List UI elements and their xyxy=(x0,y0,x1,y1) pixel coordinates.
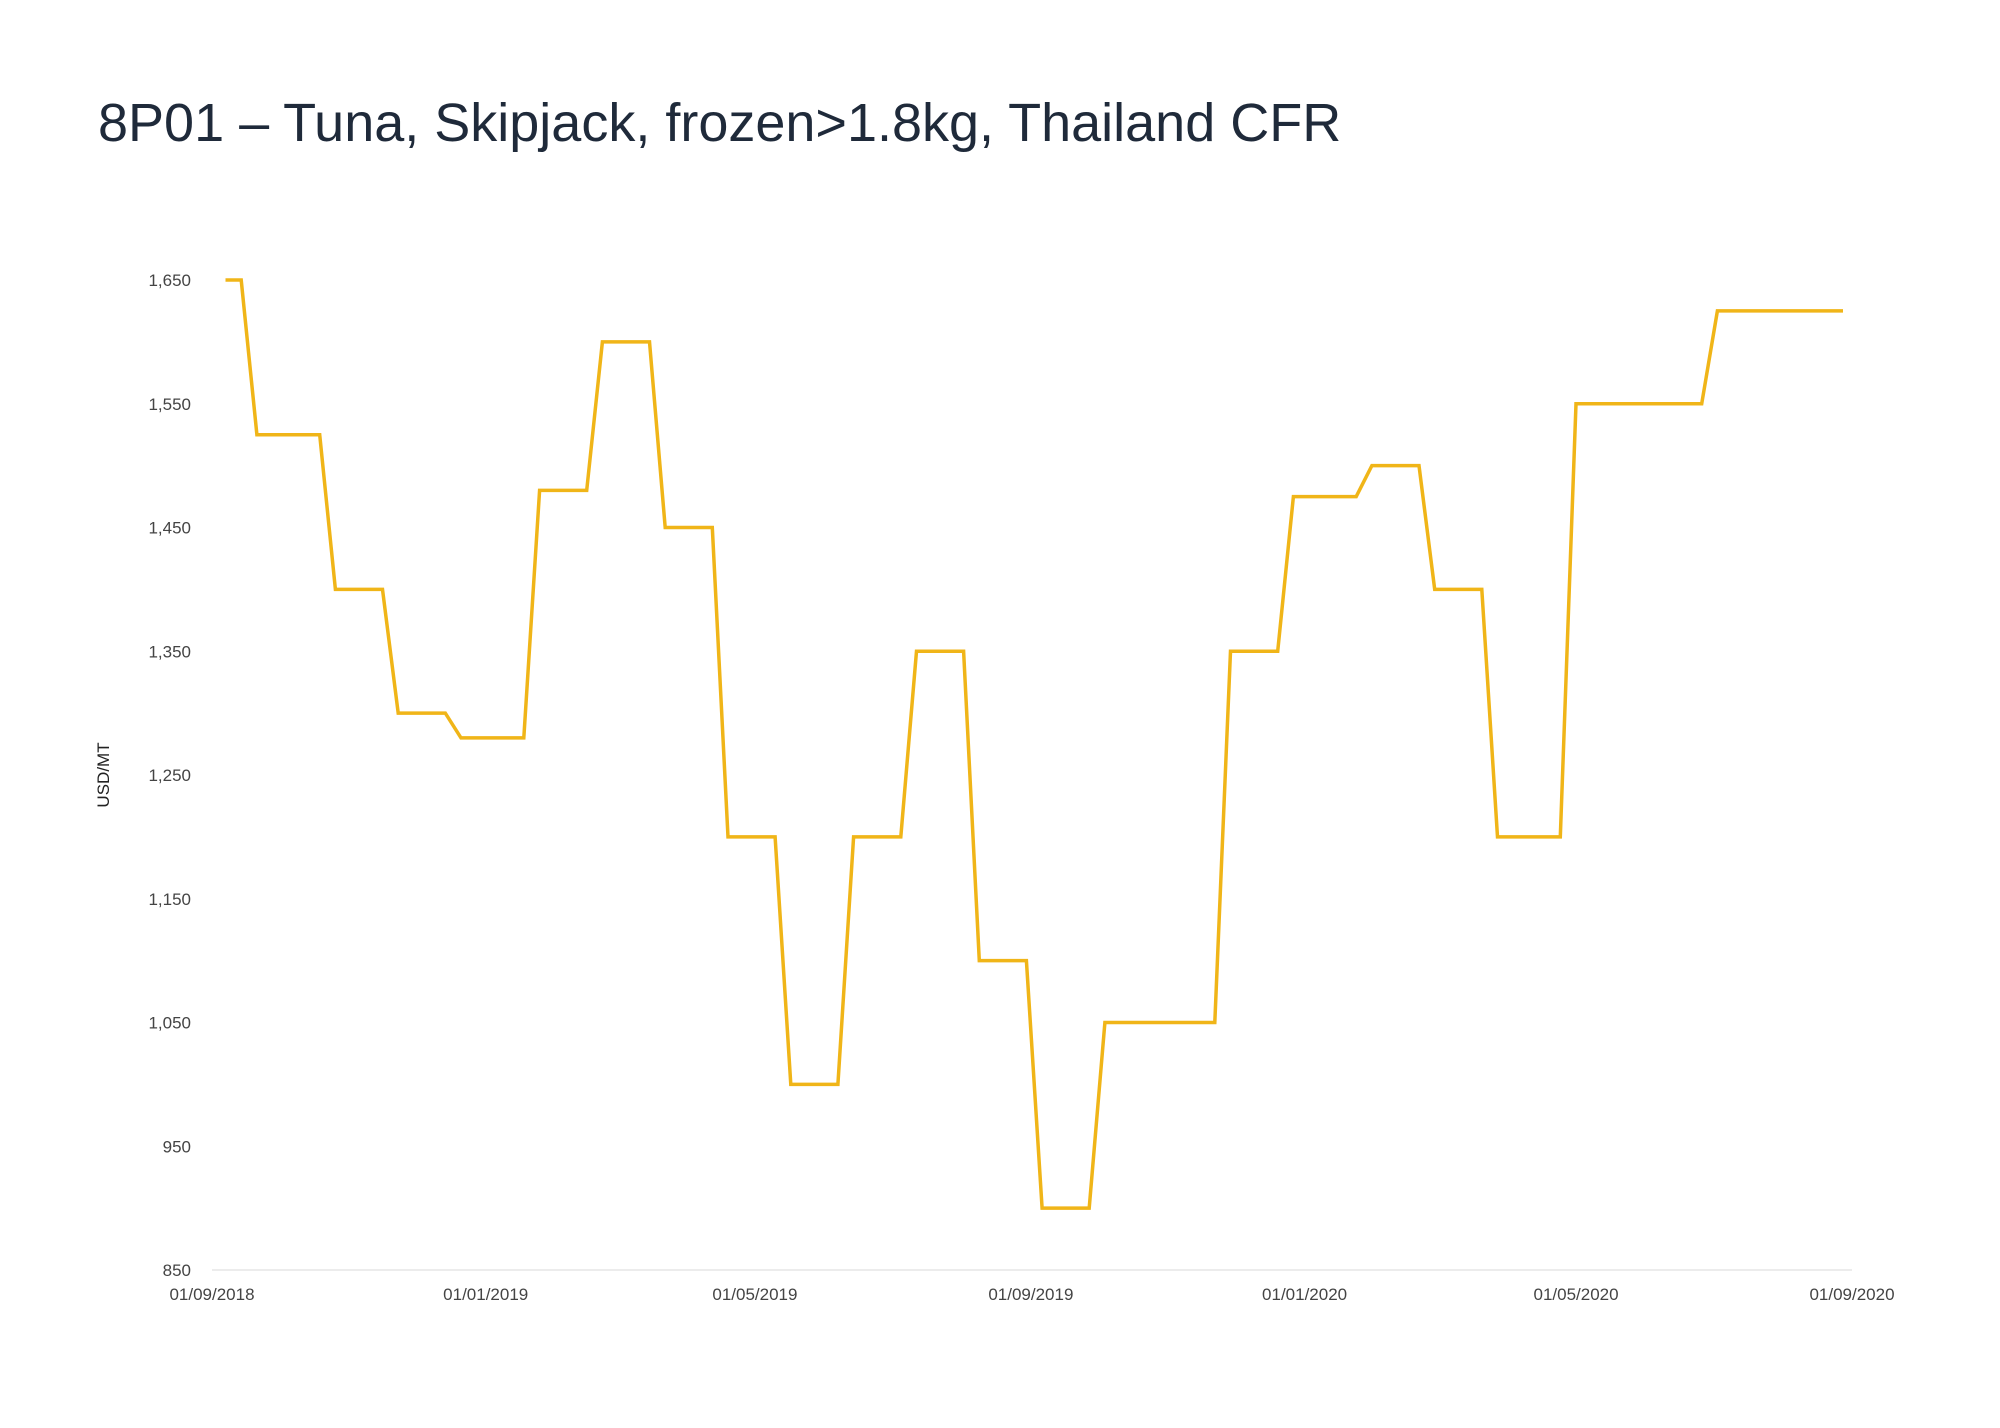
price-series-line xyxy=(225,278,1843,1210)
y-tick-label: 1,350 xyxy=(148,642,191,661)
x-axis: 01/09/2018 01/01/2019 01/05/2019 01/09/2019… xyxy=(169,1285,1894,1304)
y-tick-label: 950 xyxy=(163,1137,191,1156)
x-tick-label: 01/09/2018 xyxy=(169,1285,254,1304)
y-axis-label: USD/MT xyxy=(94,742,113,807)
y-tick-label: 850 xyxy=(163,1261,191,1280)
y-tick-label: 1,550 xyxy=(148,395,191,414)
y-tick-label: 1,450 xyxy=(148,519,191,538)
y-axis: 850 950 1,050 1,150 1,250 1,350 1,450 1,550 1,65… xyxy=(148,271,191,1280)
x-tick-label: 01/01/2020 xyxy=(1262,1285,1347,1304)
x-tick-label: 01/09/2019 xyxy=(988,1285,1073,1304)
y-tick-label: 1,150 xyxy=(148,890,191,909)
x-tick-label: 01/05/2020 xyxy=(1534,1285,1619,1304)
x-tick-label: 01/09/2020 xyxy=(1809,1285,1894,1304)
x-tick-label: 01/05/2019 xyxy=(712,1285,797,1304)
chart-title: 8P01 – Tuna, Skipjack, frozen>1.8kg, Tha… xyxy=(98,93,1342,153)
y-tick-label: 1,250 xyxy=(148,766,191,785)
y-tick-label: 1,650 xyxy=(148,271,191,290)
y-tick-label: 1,050 xyxy=(148,1014,191,1033)
x-tick-label: 01/01/2019 xyxy=(443,1285,528,1304)
